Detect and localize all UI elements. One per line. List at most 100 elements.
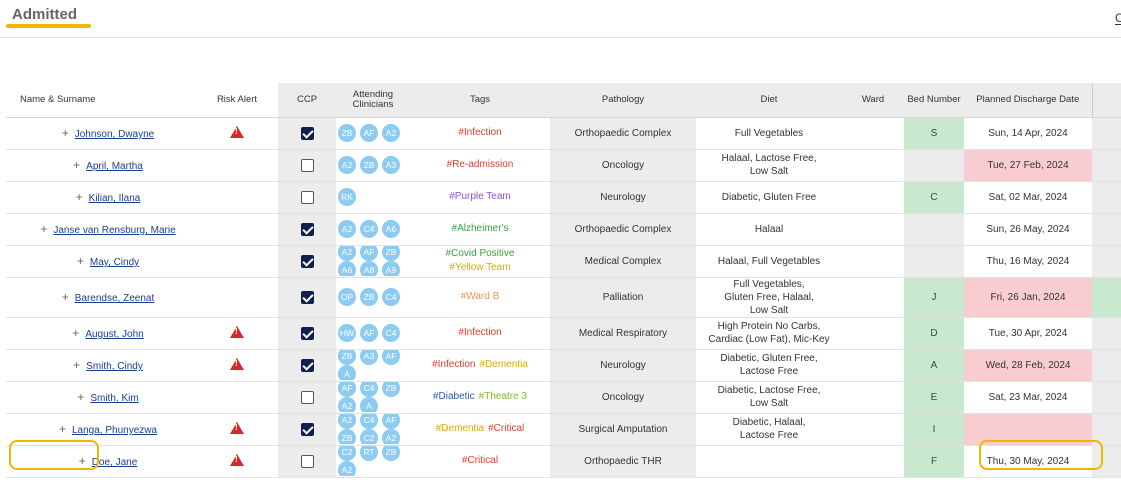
planned-discharge-cell[interactable]: Sun, 26 May, 2024 (964, 213, 1092, 246)
column-header-bed[interactable]: Bed Number (904, 83, 964, 118)
clinician-avatar[interactable]: C4 (360, 220, 378, 238)
clinician-avatar[interactable]: A3 (382, 156, 400, 174)
column-header-pathology[interactable]: Pathology (550, 83, 696, 118)
header-corner-text[interactable]: C (1115, 11, 1121, 25)
patient-name-link[interactable]: Kilian, Ilana (88, 193, 141, 204)
table-row[interactable]: + Doe, Jane C2 RT ZB A2 #Critical Orthopaedic T… (6, 445, 1121, 478)
clinician-avatar[interactable]: AF (382, 350, 400, 365)
clinician-avatar[interactable]: AF (360, 324, 378, 342)
patient-name-link[interactable]: Smith, Cindy (86, 361, 143, 372)
ccp-checkbox[interactable] (300, 254, 314, 268)
tag-label[interactable]: #Ward B (460, 291, 500, 302)
clinician-avatar[interactable]: ZB (382, 382, 400, 397)
planned-discharge-cell[interactable]: Thu, 16 May, 2024 (964, 245, 1092, 278)
ccp-checkbox[interactable] (300, 222, 314, 236)
planned-discharge-cell[interactable]: Sat, 23 Mar, 2024 (964, 381, 1092, 414)
clinician-avatar[interactable]: A2 (338, 246, 356, 261)
planned-discharge-cell[interactable]: Tue, 27 Feb, 2024 (964, 149, 1092, 182)
clinician-avatar[interactable]: OP (338, 288, 356, 306)
clinician-avatar[interactable]: AF (338, 382, 356, 397)
ccp-checkbox[interactable] (300, 290, 314, 304)
ccp-checkbox[interactable] (300, 190, 314, 204)
clinician-avatar[interactable]: A2 (382, 124, 400, 142)
patient-name-link[interactable]: May, Cindy (89, 257, 140, 268)
clinician-avatar[interactable]: C4 (382, 288, 400, 306)
expand-row-icon[interactable]: + (61, 290, 69, 304)
column-header-ccp[interactable]: CCP (278, 83, 336, 118)
table-row[interactable]: + May, Cindy A2 AF ZB A6 A8 A9 #Covid Positive #Y… (6, 245, 1121, 278)
planned-discharge-cell[interactable]: Sun, 14 Apr, 2024 (964, 117, 1092, 150)
clinician-avatar[interactable]: C2 (338, 446, 356, 461)
clinician-avatar[interactable]: AF (382, 414, 400, 429)
clinician-avatar[interactable]: ZB (338, 350, 356, 365)
tag-label[interactable]: #Dementia (479, 359, 528, 370)
patient-name-link[interactable]: April, Martha (86, 161, 143, 172)
column-header-tags[interactable]: Tags (410, 83, 550, 118)
clinician-avatar[interactable]: A2 (382, 429, 400, 444)
clinician-avatar[interactable]: C4 (382, 324, 400, 342)
clinician-avatar[interactable]: A (360, 397, 378, 412)
clinician-avatar[interactable]: ZB (360, 156, 378, 174)
planned-discharge-cell[interactable]: Tue, 30 Apr, 2024 (964, 317, 1092, 350)
patient-name-link[interactable]: Langa, Phunyezwa (71, 425, 158, 436)
tag-label[interactable]: #Yellow Team (449, 262, 511, 273)
tag-label[interactable]: #Alzheimer's (451, 223, 509, 234)
expand-row-icon[interactable]: + (40, 222, 48, 236)
clinician-avatar[interactable]: RK (338, 188, 356, 206)
clinician-avatar[interactable]: ZB (338, 429, 356, 444)
tag-label[interactable]: #Critical (461, 455, 499, 466)
patient-name-link[interactable]: Barendse, Zeenat (74, 293, 155, 304)
ccp-checkbox[interactable] (300, 358, 314, 372)
table-row[interactable]: + Kilian, Ilana RK #Purple Team Neurology Dia… (6, 181, 1121, 214)
clinician-avatar[interactable]: A (338, 365, 356, 380)
clinician-avatar[interactable]: ZB (338, 124, 356, 142)
planned-discharge-cell[interactable]: Sat, 02 Mar, 2024 (964, 181, 1092, 214)
patient-name-link[interactable]: Johnson, Dwayne (74, 129, 155, 140)
clinician-avatar[interactable]: AF (360, 246, 378, 261)
tag-label[interactable]: #Infection (458, 127, 502, 138)
table-row[interactable]: + April, Martha A2 ZB A3 #Re-admission Oncolog… (6, 149, 1121, 182)
ccp-checkbox[interactable] (300, 126, 314, 140)
patient-name-link[interactable]: August, John (85, 329, 144, 340)
column-header-risk[interactable]: Risk Alert (196, 83, 278, 118)
table-row[interactable]: + Langa, Phunyezwa A2 C4 AF ZB C2 A2 #Dementia#C… (6, 413, 1121, 446)
clinician-avatar[interactable]: A2 (338, 461, 356, 476)
column-header-discharge[interactable]: Planned Discharge Date (964, 83, 1092, 118)
planned-discharge-cell[interactable]: Wed, 28 Feb, 2024 (964, 349, 1092, 382)
clinician-avatar[interactable]: A3 (360, 350, 378, 365)
clinician-avatar[interactable]: ZB (382, 446, 400, 461)
tag-label[interactable]: #Infection (432, 359, 476, 370)
patient-name-link[interactable]: Doe, Jane (91, 457, 138, 468)
ccp-checkbox[interactable] (300, 422, 314, 436)
clinician-avatar[interactable]: A8 (360, 261, 378, 276)
clinician-avatar[interactable]: AF (360, 124, 378, 142)
ccp-checkbox[interactable] (300, 390, 314, 404)
clinician-avatar[interactable]: A2 (338, 397, 356, 412)
expand-row-icon[interactable]: + (77, 390, 85, 404)
expand-row-icon[interactable]: + (73, 158, 81, 172)
clinician-avatar[interactable]: C2 (360, 429, 378, 444)
expand-row-icon[interactable]: + (78, 454, 86, 468)
table-row[interactable]: + Janse van Rensburg, Marie A2 C4 A6 #Alzheim… (6, 213, 1121, 246)
expand-row-icon[interactable]: + (73, 358, 81, 372)
expand-row-icon[interactable]: + (61, 126, 69, 140)
ccp-checkbox[interactable] (300, 454, 314, 468)
clinician-avatar[interactable]: C4 (360, 414, 378, 429)
tag-label[interactable]: #Infection (458, 327, 502, 338)
expand-row-icon[interactable]: + (72, 326, 80, 340)
clinician-avatar[interactable]: RT (360, 446, 378, 461)
expand-row-icon[interactable]: + (76, 254, 84, 268)
clinician-avatar[interactable]: A6 (338, 261, 356, 276)
tag-label[interactable]: #Theatre 3 (478, 391, 528, 402)
ccp-checkbox[interactable] (300, 326, 314, 340)
clinician-avatar[interactable]: A6 (382, 220, 400, 238)
patient-name-link[interactable]: Janse van Rensburg, Marie (53, 225, 176, 236)
clinician-avatar[interactable]: ZB (382, 246, 400, 261)
table-row[interactable]: + Barendse, Zeenat OP ZB C4 #Ward B Palliation… (6, 277, 1121, 318)
column-header-clinicians[interactable]: Attending Clinicians (336, 83, 410, 118)
tag-label[interactable]: #Covid Positive (445, 248, 515, 259)
tag-label[interactable]: #Purple Team (449, 191, 511, 202)
